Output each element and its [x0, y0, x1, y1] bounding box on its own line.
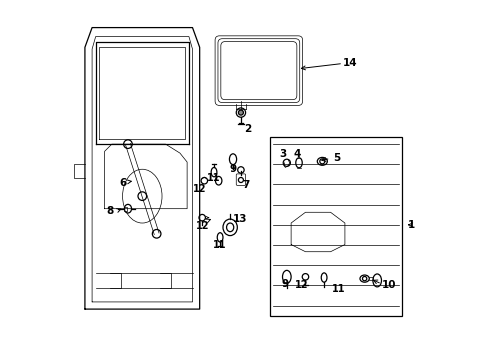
Ellipse shape [123, 140, 132, 148]
Ellipse shape [138, 192, 146, 201]
Text: 8: 8 [106, 206, 114, 216]
Text: 4: 4 [293, 149, 301, 159]
Text: 14: 14 [342, 58, 357, 68]
Ellipse shape [201, 177, 207, 184]
Text: 9: 9 [281, 279, 288, 289]
Text: 9: 9 [229, 163, 236, 174]
FancyBboxPatch shape [215, 36, 302, 105]
Text: 11: 11 [331, 284, 345, 294]
FancyBboxPatch shape [236, 174, 245, 185]
Ellipse shape [215, 176, 222, 185]
FancyBboxPatch shape [221, 41, 296, 100]
Ellipse shape [229, 154, 236, 165]
Ellipse shape [124, 204, 131, 213]
Ellipse shape [302, 274, 308, 280]
Text: 3: 3 [279, 149, 286, 159]
Ellipse shape [199, 215, 205, 221]
Text: 5: 5 [333, 153, 340, 163]
Ellipse shape [226, 223, 233, 231]
Ellipse shape [295, 158, 302, 168]
Ellipse shape [211, 167, 217, 177]
Text: 12: 12 [195, 221, 209, 231]
Text: 10: 10 [381, 280, 395, 290]
Text: 11: 11 [212, 240, 225, 250]
Bar [269, 137, 402, 316]
Ellipse shape [319, 159, 324, 164]
Ellipse shape [282, 270, 290, 283]
Ellipse shape [321, 273, 326, 282]
Text: 12: 12 [295, 280, 308, 290]
Ellipse shape [362, 276, 366, 281]
Text: 6: 6 [119, 177, 126, 188]
Text: 12: 12 [193, 184, 206, 194]
Ellipse shape [317, 157, 326, 165]
Ellipse shape [152, 229, 161, 238]
Text: 2: 2 [244, 124, 251, 134]
Ellipse shape [237, 167, 244, 173]
Ellipse shape [238, 177, 243, 183]
Ellipse shape [223, 219, 237, 235]
Text: 7: 7 [242, 180, 249, 190]
Text: 1: 1 [407, 220, 414, 230]
Text: 11: 11 [206, 173, 220, 183]
Ellipse shape [359, 275, 368, 282]
Ellipse shape [283, 159, 290, 166]
Ellipse shape [217, 233, 223, 242]
Ellipse shape [238, 110, 243, 115]
Text: 13: 13 [232, 215, 246, 224]
Ellipse shape [122, 169, 162, 223]
Ellipse shape [236, 108, 245, 117]
Ellipse shape [372, 274, 381, 287]
FancyBboxPatch shape [218, 39, 299, 103]
